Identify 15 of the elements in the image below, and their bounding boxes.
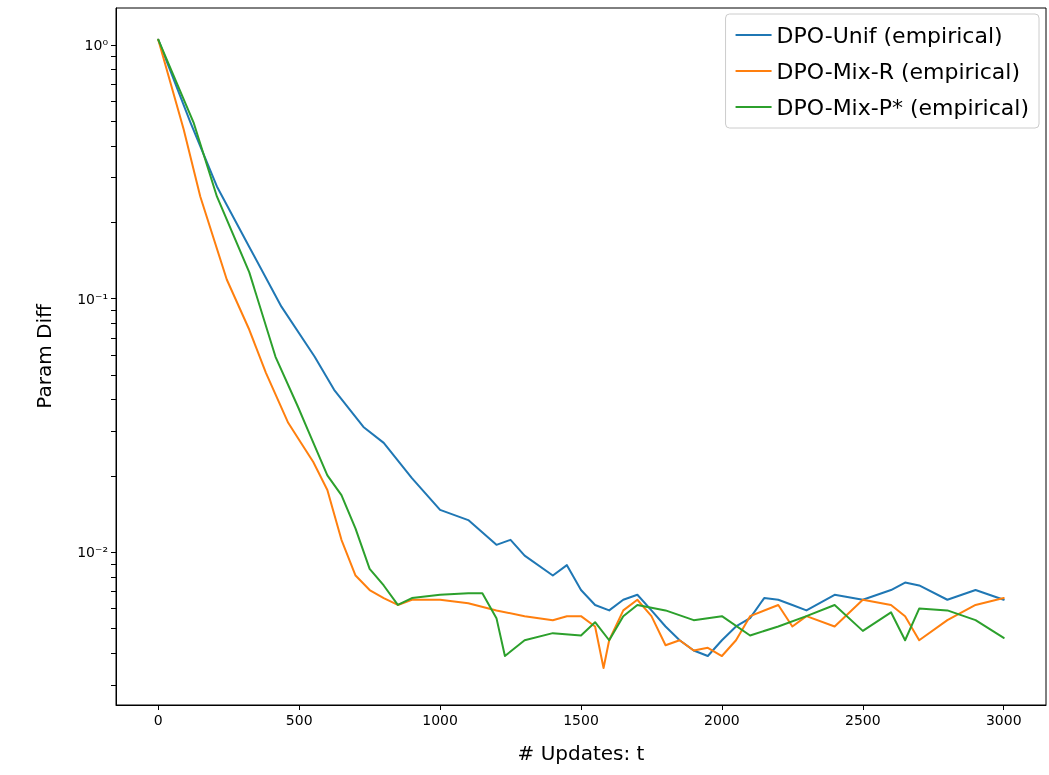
y-tick-label: 10⁰ [84, 37, 109, 54]
y-tick-label: 10⁻² [77, 544, 108, 561]
x-tick-label: 1500 [563, 712, 599, 728]
x-tick-label: 1000 [422, 712, 458, 728]
legend-label: DPO-Mix-R (empirical) [776, 58, 1021, 84]
x-tick-label: 2500 [845, 712, 881, 728]
y-axis-title: Param Diff [32, 303, 56, 409]
x-tick-label: 2000 [704, 712, 740, 728]
y-tick-label: 10⁻¹ [77, 290, 108, 307]
x-axis-title: # Updates: t [517, 741, 645, 765]
x-tick-label: 500 [285, 712, 313, 728]
x-tick-label: 3000 [985, 712, 1022, 728]
legend-label: DPO-Mix-P* (empirical) [776, 94, 1030, 120]
x-tick-label: 0 [153, 712, 163, 728]
legend-label: DPO-Unif (empirical) [776, 22, 1003, 48]
